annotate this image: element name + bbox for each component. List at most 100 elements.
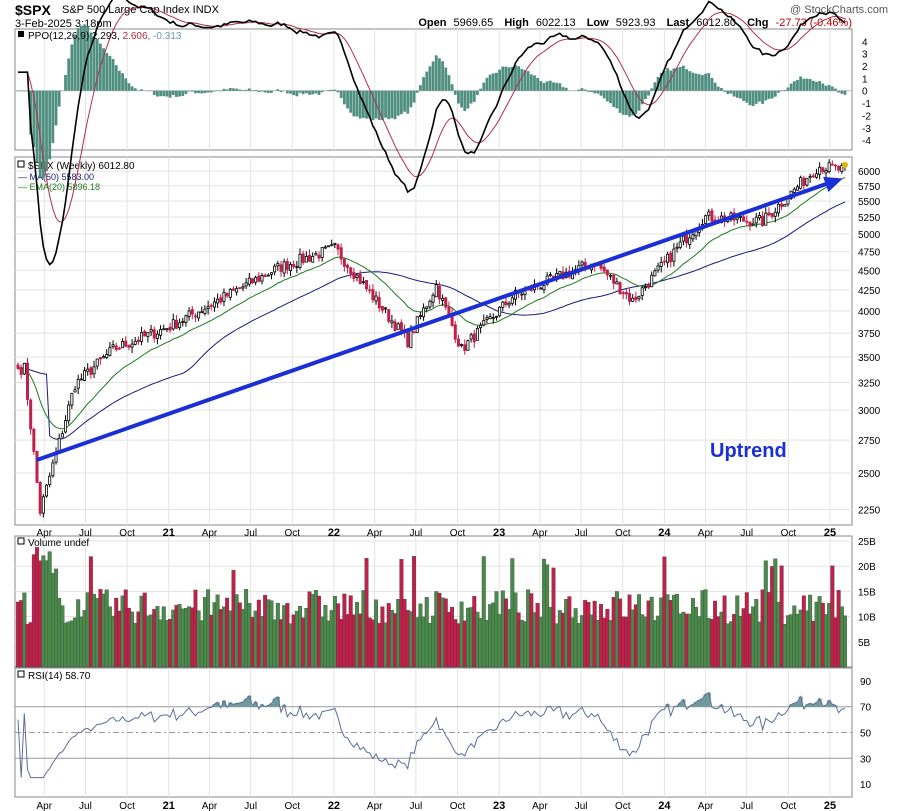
ppo-hist-bar bbox=[54, 90, 58, 126]
candle bbox=[368, 289, 372, 292]
ppo-hist-bar bbox=[368, 90, 372, 119]
candle bbox=[57, 437, 61, 452]
ppo-hist-bar bbox=[650, 88, 654, 91]
ppo-hist-bar bbox=[339, 90, 343, 99]
candle bbox=[231, 288, 235, 291]
candle bbox=[757, 215, 761, 219]
ppo-hist-bar bbox=[789, 83, 793, 91]
last-label: Last bbox=[666, 17, 690, 29]
ppo-line bbox=[18, 0, 846, 266]
candle bbox=[146, 332, 150, 338]
candle bbox=[38, 481, 42, 514]
candle bbox=[371, 289, 375, 301]
candle bbox=[136, 339, 140, 343]
candle bbox=[773, 211, 777, 217]
candle bbox=[355, 274, 359, 278]
candle bbox=[228, 288, 232, 298]
price-y-tick-label: 3250 bbox=[858, 379, 881, 390]
ppo-hist-bar bbox=[726, 90, 730, 94]
ppo-signal-line bbox=[18, 7, 846, 223]
ppo-hist-bar bbox=[450, 84, 454, 91]
price-y-tick-label: 3000 bbox=[858, 406, 881, 417]
rsi-overbought-fill bbox=[811, 704, 816, 707]
ppo-hist-bar bbox=[504, 66, 508, 91]
rsi-overbought-fill bbox=[700, 698, 705, 707]
ppo-hist-bar bbox=[723, 90, 726, 92]
x-tick-label-price: 24 bbox=[658, 527, 671, 539]
ppo-hist-bar bbox=[545, 81, 549, 91]
ppo-hist-bar bbox=[428, 66, 432, 91]
candle bbox=[219, 297, 223, 303]
ppo-hist-bar bbox=[754, 90, 758, 104]
x-tick-label-bottom: Oct bbox=[615, 801, 631, 811]
candle bbox=[618, 282, 622, 295]
ppo-hist-bar bbox=[387, 90, 391, 120]
ppo-hist-bar bbox=[758, 90, 761, 102]
ppo-hist-bar bbox=[675, 67, 679, 91]
ppo-hist-bar bbox=[561, 87, 565, 91]
candle bbox=[203, 308, 207, 314]
ppo-hist-bar bbox=[403, 90, 406, 112]
ppo-hist-bar bbox=[327, 89, 330, 91]
ppo-hist-bar bbox=[837, 90, 841, 93]
rsi-y-tick-label: 10 bbox=[860, 780, 872, 791]
rsi-overbought-fill bbox=[259, 704, 264, 707]
ppo-hist-bar bbox=[666, 68, 669, 91]
ppo-hist-bar bbox=[102, 48, 105, 91]
ppo-hist-bar bbox=[178, 90, 181, 97]
ppo-hist-bar bbox=[92, 36, 96, 91]
uptrend-annotation: Uptrend bbox=[710, 440, 787, 462]
ppo-hist-bar bbox=[808, 79, 812, 91]
ma50-line bbox=[17, 201, 846, 440]
ppo-hist-bar bbox=[827, 85, 831, 91]
x-tick-label-price: 23 bbox=[493, 527, 505, 539]
ppo-y-tick-label: -1 bbox=[862, 99, 871, 110]
rsi-y-tick-label: 70 bbox=[860, 703, 872, 714]
ppo-hist-bar bbox=[609, 90, 612, 104]
ppo-hist-bar bbox=[222, 88, 226, 91]
ppo-hist-bar bbox=[618, 90, 622, 113]
candle bbox=[640, 287, 644, 296]
candle bbox=[67, 404, 71, 422]
candle bbox=[308, 254, 312, 262]
rsi-overbought-fill bbox=[804, 704, 809, 707]
ppo-hist-bar bbox=[156, 90, 159, 97]
candle bbox=[558, 271, 562, 275]
candle bbox=[149, 329, 153, 333]
candle bbox=[444, 297, 448, 308]
candle bbox=[624, 292, 628, 295]
candle bbox=[95, 358, 99, 367]
ppo-hist-bar bbox=[548, 80, 552, 91]
candle bbox=[140, 332, 144, 342]
candle bbox=[469, 334, 473, 340]
ppo-hist-bar bbox=[701, 75, 704, 91]
rsi-legend-swatch bbox=[17, 670, 25, 678]
ppo-hist-bar bbox=[653, 82, 657, 91]
candle bbox=[751, 223, 755, 226]
candle bbox=[235, 288, 239, 293]
ppo-hist-bar bbox=[834, 88, 837, 91]
ppo-hist-bar bbox=[818, 81, 822, 91]
candle bbox=[260, 275, 264, 282]
ppo-hist-bar bbox=[729, 90, 733, 94]
candle bbox=[301, 253, 305, 263]
candle bbox=[45, 484, 49, 497]
candle bbox=[602, 266, 606, 272]
candle bbox=[805, 177, 809, 186]
ppo-hist-bar bbox=[792, 81, 796, 91]
rsi-overbought-fill bbox=[798, 696, 803, 707]
candle bbox=[311, 256, 315, 263]
ppo-hist-bar bbox=[596, 90, 600, 94]
ema20-legend: — EMA(20) 5896.18 bbox=[18, 182, 100, 192]
candle bbox=[279, 264, 283, 272]
candle bbox=[672, 248, 676, 262]
ppo-hist-bar bbox=[235, 88, 239, 91]
candle bbox=[193, 315, 197, 318]
x-tick-label-price: Jul bbox=[244, 528, 257, 539]
candle bbox=[761, 215, 765, 226]
ppo-hist-bar bbox=[225, 89, 229, 91]
ppo-hist-bar bbox=[320, 90, 324, 93]
ppo-hist-bar bbox=[602, 90, 606, 99]
candle bbox=[808, 175, 812, 178]
candle bbox=[441, 297, 445, 301]
